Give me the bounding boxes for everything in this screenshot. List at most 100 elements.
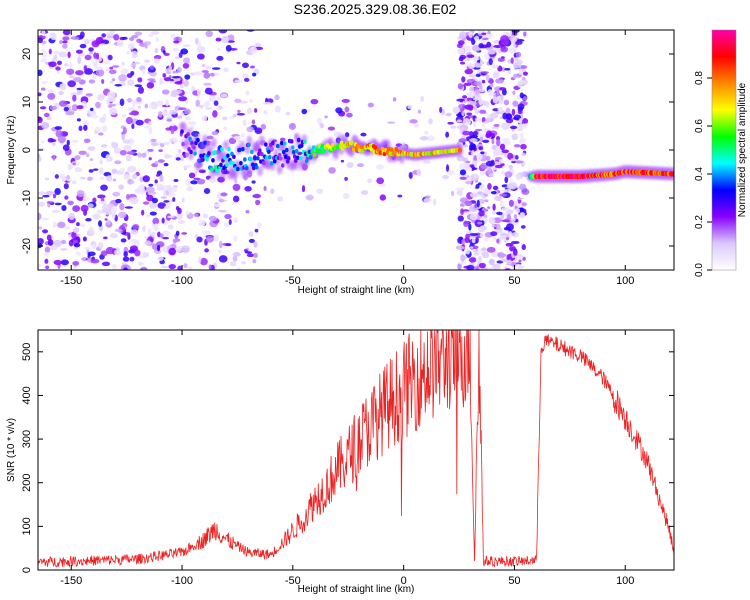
spectrogram-ridge-point <box>250 149 254 155</box>
spectrogram-speckle <box>113 249 122 256</box>
spectrogram-speckle <box>53 259 63 266</box>
spectrogram-speckle <box>111 168 118 174</box>
spectrogram-speckle <box>469 212 478 221</box>
spectrogram-speckle <box>296 151 303 156</box>
spectrogram-speckle <box>183 263 188 269</box>
spectrogram-speckle <box>44 177 50 181</box>
spectrogram-speckle <box>503 239 509 243</box>
spectrogram-ridge-point <box>270 140 275 146</box>
spectrogram-speckle <box>40 87 46 91</box>
spectrogram-speckle <box>109 80 114 84</box>
spectrogram-speckle <box>242 62 249 69</box>
spectrogram-speckle <box>162 50 166 54</box>
spectrogram-speckle <box>500 231 508 236</box>
spectrogram-speckle <box>114 160 122 165</box>
spectrogram-speckle <box>476 81 482 87</box>
spectrogram-speckle <box>83 124 88 131</box>
spectrogram-speckle <box>360 190 369 195</box>
spectrogram-ridge-point <box>220 147 224 152</box>
spectrogram-speckle <box>485 130 493 138</box>
spectrogram-speckle <box>190 180 199 185</box>
spectrogram-speckle <box>232 195 240 203</box>
spectrogram-speckle <box>148 127 153 135</box>
spectrogram-speckle <box>244 186 252 192</box>
spectrogram-speckle <box>223 222 230 228</box>
spectrogram-speckle <box>121 262 127 266</box>
spectrogram-speckle <box>134 31 143 36</box>
spectrogram-speckle <box>236 61 241 65</box>
spectrogram-speckle <box>469 131 474 138</box>
spectrogram-speckle <box>376 164 384 170</box>
spectrogram-speckle <box>460 61 466 65</box>
spectrogram-speckle <box>137 261 144 266</box>
spectrogram-ridge-point <box>277 152 282 158</box>
spectrogram-speckle <box>102 203 110 211</box>
spectrogram-speckle <box>510 261 517 267</box>
spectrogram-speckle <box>422 160 432 164</box>
spectrogram-speckle <box>445 131 450 138</box>
spectrogram-speckle <box>508 199 514 207</box>
spectrogram-speckle <box>166 118 173 122</box>
spectrogram-speckle <box>167 224 174 230</box>
spectrogram-speckle <box>79 43 87 49</box>
spectrogram-speckle <box>463 220 470 227</box>
spectrogram-speckle <box>66 174 71 180</box>
spectrogram-speckle <box>459 31 467 39</box>
spectrogram-speckle <box>144 43 148 49</box>
spectrogram-speckle <box>92 197 97 203</box>
spectrogram-speckle <box>229 261 237 267</box>
spectrogram-speckle <box>274 105 281 113</box>
spectrogram-speckle <box>465 233 470 239</box>
spectrogram-speckle <box>215 37 222 42</box>
spectrogram-speckle <box>108 69 117 75</box>
spectrogram-speckle <box>340 159 345 163</box>
spectrogram-speckle <box>95 69 105 77</box>
spectrogram-speckle <box>39 106 47 110</box>
spectrogram-ridge-point <box>269 161 274 166</box>
spectrogram-ridge <box>179 121 674 184</box>
spectrogram-speckle <box>137 105 142 109</box>
spectrogram-speckle <box>148 157 152 161</box>
x-tick-label: 0 <box>401 275 407 287</box>
spectrogram-speckle <box>78 125 83 132</box>
spectrogram-speckle <box>490 190 497 195</box>
spectrogram-ridge-point <box>308 155 313 160</box>
spectrogram-speckle <box>481 251 490 259</box>
spectrogram-speckle <box>260 123 267 130</box>
spectrogram-speckle <box>142 225 146 232</box>
spectrogram-speckle <box>234 79 243 84</box>
spectrogram-speckle <box>252 259 257 264</box>
spectrogram-speckle <box>173 40 180 44</box>
spectrogram-speckle <box>262 101 272 105</box>
spectrogram-speckle <box>474 108 480 114</box>
spectrogram-speckle <box>54 174 59 179</box>
spectrogram-speckle <box>83 65 88 71</box>
spectrogram-speckle <box>183 57 191 64</box>
spectrogram-speckle <box>467 104 474 111</box>
spectrogram-speckle <box>67 163 73 170</box>
y-tick-label: 10 <box>21 96 33 108</box>
spectrogram-ridge-point <box>180 129 184 134</box>
spectrogram-ridge-point <box>292 154 297 159</box>
spectrogram-speckle <box>142 201 150 205</box>
spectrogram-speckle <box>120 238 127 243</box>
spectrogram-speckle <box>55 66 61 71</box>
spectrogram-speckle <box>472 130 479 139</box>
spectrogram-speckle <box>95 101 101 109</box>
spectrogram-speckle <box>143 236 149 239</box>
spectrogram-ridge-halo <box>276 164 283 175</box>
spectrogram-speckle <box>490 251 500 258</box>
spectrogram-speckle <box>175 56 180 60</box>
spectrogram-speckle <box>62 144 70 151</box>
spectrogram-speckle <box>505 113 513 120</box>
spectrogram-speckle <box>515 263 521 270</box>
spectrogram-ridge-halo <box>180 122 187 132</box>
spectrogram-speckle <box>357 163 364 168</box>
spectrogram-speckle <box>76 118 81 122</box>
spectrogram-speckle <box>175 246 183 253</box>
spectrogram-speckle <box>218 240 223 249</box>
spectrogram-speckle <box>112 191 121 197</box>
spectrogram-speckle <box>478 33 482 37</box>
spectrogram-speckle <box>346 112 353 118</box>
spectrogram-speckle <box>301 185 306 193</box>
